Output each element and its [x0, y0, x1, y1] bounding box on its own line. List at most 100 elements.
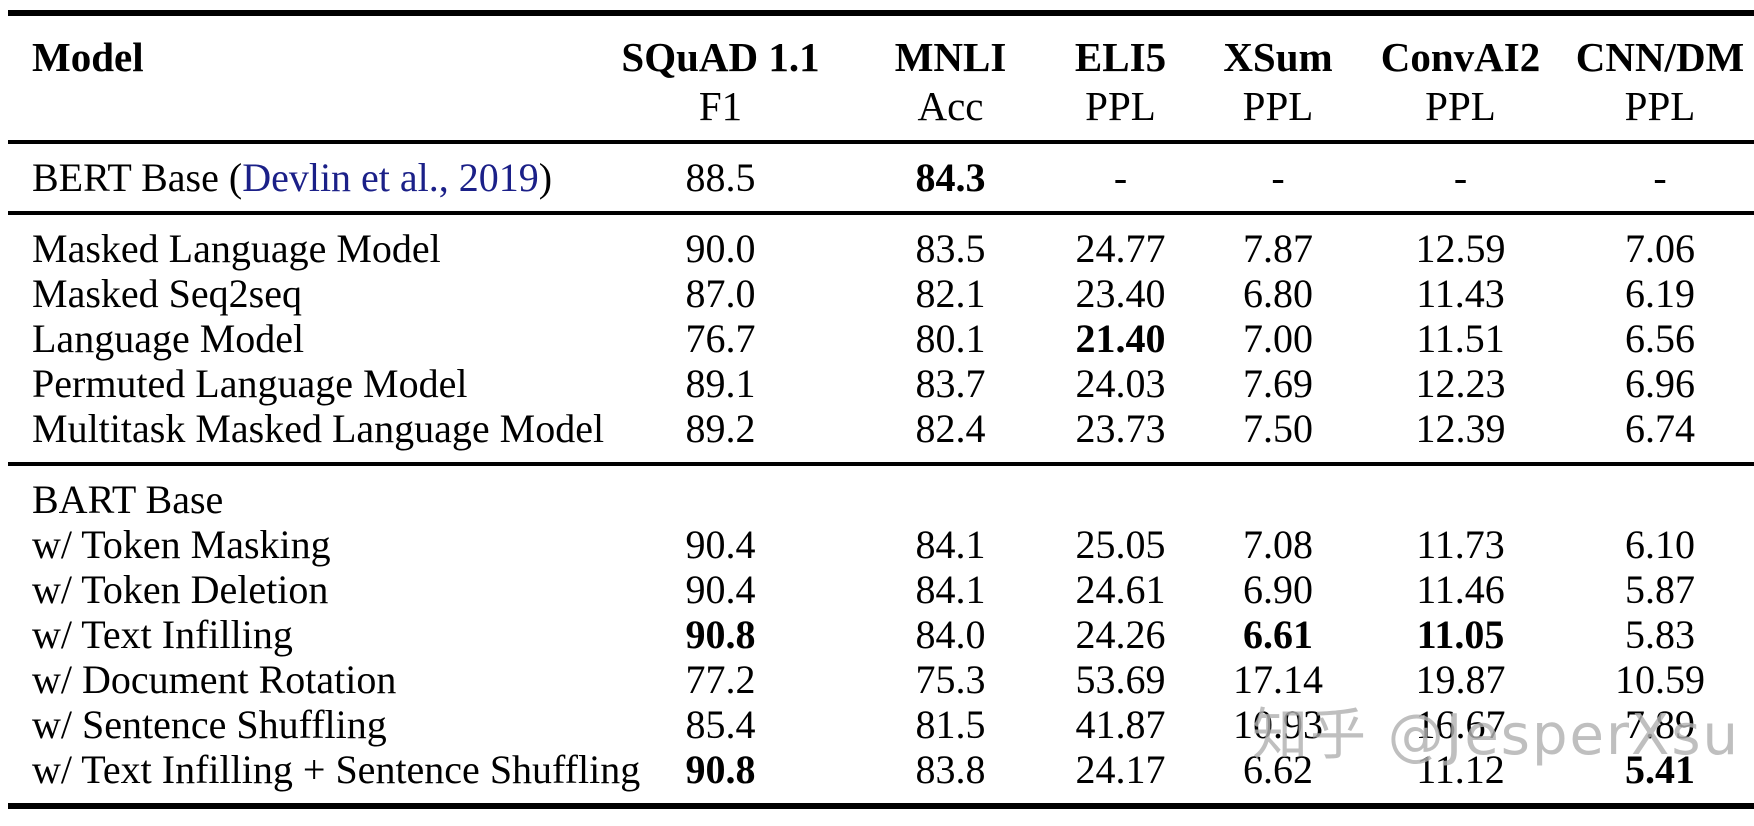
value-cell: 6.19: [1625, 271, 1695, 316]
value-cell: [1363, 464, 1558, 522]
value-cell: 11.12: [1416, 747, 1505, 792]
model-name-prefix: BERT Base (: [32, 155, 243, 200]
table-row: w/ Token Deletion 90.4 84.1 24.61 6.90 11.46 5…: [8, 567, 1754, 612]
value-cell: 16.67: [1415, 702, 1506, 747]
model-name-cell: BERT Base (Devlin et al., 2019): [8, 142, 588, 213]
column-name: XSum: [1223, 34, 1333, 80]
value-cell: 10.59: [1615, 657, 1705, 702]
column-header-model: Model: [8, 13, 588, 144]
value-cell: 11.46: [1416, 567, 1505, 612]
value-cell: 6.74: [1625, 406, 1695, 451]
value-cell: 77.2: [685, 657, 756, 702]
model-name-cell: w/ Text Infilling: [32, 612, 293, 657]
model-name-cell: Multitask Masked Language Model: [32, 406, 605, 451]
value-cell: 19.87: [1415, 657, 1506, 702]
value-cell: 6.10: [1625, 522, 1695, 567]
value-cell: 90.4: [685, 522, 756, 567]
value-cell: 6.56: [1625, 316, 1695, 361]
column-metric: Acc: [917, 83, 984, 129]
column-name: SQuAD 1.1: [621, 34, 820, 80]
model-name-cell: BART Base: [32, 477, 224, 522]
value-cell: 88.5: [685, 155, 756, 200]
column-name: ConvAI2: [1380, 34, 1541, 80]
value-cell: 84.1: [915, 567, 986, 612]
column-name: Model: [32, 34, 144, 80]
value-cell: 89.1: [685, 361, 756, 406]
value-cell: -: [1113, 155, 1128, 200]
value-cell: 6.62: [1243, 747, 1313, 792]
value-cell: 24.77: [1075, 226, 1166, 271]
column-metric: PPL: [1085, 83, 1156, 129]
column-name: ELI5: [1074, 34, 1167, 80]
column-metric: PPL: [1624, 83, 1696, 129]
table-row: w/ Token Masking 90.4 84.1 25.05 7.08 11.73 6.…: [8, 522, 1754, 567]
value-cell: 23.40: [1075, 271, 1166, 316]
value-cell: [588, 464, 853, 522]
value-cell: 5.83: [1625, 612, 1695, 657]
value-cell: 11.73: [1416, 522, 1505, 567]
value-cell: 84.0: [915, 612, 986, 657]
model-name-cell: w/ Token Deletion: [32, 567, 329, 612]
value-cell: 7.00: [1243, 316, 1313, 361]
value-cell: 6.80: [1243, 271, 1313, 316]
value-cell: 23.73: [1075, 406, 1166, 451]
value-cell: 75.3: [915, 657, 986, 702]
value-cell: 81.5: [915, 702, 986, 747]
value-cell: 80.1: [915, 316, 986, 361]
value-cell: [1193, 464, 1363, 522]
column-header-cnn-dm: CNN/DM PPL: [1558, 13, 1754, 144]
header-row: Model SQuAD 1.1 F1 MNLI Acc ELI5 PPL XSum PPL Con…: [8, 13, 1754, 144]
value-cell: 83.8: [915, 747, 986, 792]
value-cell: 5.41: [1625, 747, 1695, 792]
value-cell: 90.8: [685, 612, 756, 657]
table-row: w/ Text Infilling + Sentence Shuffling 90…: [8, 747, 1754, 806]
model-name-cell: Masked Seq2seq: [32, 271, 302, 316]
model-name-cell: Masked Language Model: [32, 226, 441, 271]
column-header-xsum: XSum PPL: [1193, 13, 1363, 144]
value-cell: 6.96: [1625, 361, 1695, 406]
value-cell: 7.06: [1625, 226, 1695, 271]
value-cell: 90.0: [685, 226, 756, 271]
paper-table-page: Model SQuAD 1.1 F1 MNLI Acc ELI5 PPL XSum PPL Con…: [0, 10, 1754, 826]
value-cell: 7.69: [1243, 361, 1313, 406]
value-cell: 6.90: [1243, 567, 1313, 612]
value-cell: 89.2: [685, 406, 756, 451]
value-cell: 12.59: [1415, 226, 1506, 271]
citation-link[interactable]: Devlin et al., 2019: [242, 155, 539, 200]
value-cell: 7.08: [1243, 522, 1313, 567]
value-cell: 24.03: [1075, 361, 1166, 406]
column-name: CNN/DM: [1575, 34, 1745, 80]
value-cell: 84.1: [915, 522, 986, 567]
value-cell: 24.26: [1075, 612, 1166, 657]
value-cell: 84.3: [915, 155, 986, 200]
model-name-cell: w/ Text Infilling + Sentence Shuffling: [32, 747, 641, 792]
value-cell: 7.89: [1625, 702, 1695, 747]
results-table: Model SQuAD 1.1 F1 MNLI Acc ELI5 PPL XSum PPL Con…: [8, 10, 1754, 809]
model-name-cell: w/ Token Masking: [32, 522, 331, 567]
value-cell: [853, 464, 1048, 522]
value-cell: 7.50: [1243, 406, 1313, 451]
table-section-0: BERT Base (Devlin et al., 2019) 88.5 84.3 -…: [8, 142, 1754, 213]
model-name-cell: Language Model: [32, 316, 305, 361]
column-header-eli5: ELI5 PPL: [1048, 13, 1193, 144]
table-header: Model SQuAD 1.1 F1 MNLI Acc ELI5 PPL XSum PPL Con…: [8, 13, 1754, 144]
value-cell: 11.43: [1416, 271, 1505, 316]
table-row: Multitask Masked Language Model 89.2 82.4 2…: [8, 406, 1754, 464]
value-cell: 24.17: [1075, 747, 1166, 792]
table-row: Permuted Language Model 89.1 83.7 24.03 7.69…: [8, 361, 1754, 406]
column-name: MNLI: [894, 34, 1007, 80]
value-cell: 76.7: [685, 316, 756, 361]
value-cell: 53.69: [1075, 657, 1166, 702]
value-cell: 5.87: [1625, 567, 1695, 612]
table-row: w/ Document Rotation 77.2 75.3 53.69 17.14 19…: [8, 657, 1754, 702]
table-row: BERT Base (Devlin et al., 2019) 88.5 84.3 -…: [8, 142, 1754, 213]
model-name-cell: w/ Sentence Shuffling: [32, 702, 387, 747]
value-cell: 82.4: [915, 406, 986, 451]
model-name-cell: Permuted Language Model: [32, 361, 468, 406]
value-cell: 6.61: [1243, 612, 1313, 657]
value-cell: 85.4: [685, 702, 756, 747]
model-name-cell: w/ Document Rotation: [32, 657, 397, 702]
table-section-1: Masked Language Model 90.0 83.5 24.77 7.87 12…: [8, 213, 1754, 464]
value-cell: 17.14: [1233, 657, 1323, 702]
value-cell: 90.4: [685, 567, 756, 612]
